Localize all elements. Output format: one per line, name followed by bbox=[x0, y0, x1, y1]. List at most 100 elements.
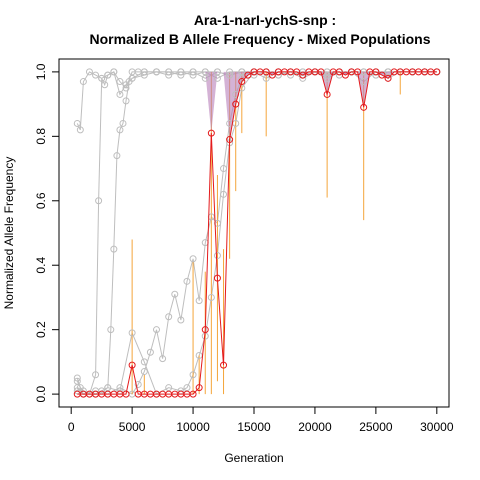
background-point-5-15 bbox=[207, 293, 215, 301]
y-axis: 0.0 0.2 0.4 0.6 0.8 1.0 bbox=[34, 63, 60, 402]
background-series-line-3 bbox=[76, 71, 437, 395]
background-point-4-32 bbox=[323, 71, 331, 79]
focus-point-28 bbox=[238, 78, 246, 86]
y-tick-label-2: 0.2 bbox=[34, 321, 48, 338]
focus-point-37 bbox=[293, 68, 301, 76]
background-point-3-16 bbox=[165, 71, 173, 79]
background-point-2-8 bbox=[101, 81, 109, 89]
chart-title-line-2: Normalized B Allele Frequency - Mixed Po… bbox=[90, 31, 431, 47]
background-point-5-1 bbox=[73, 387, 81, 395]
focus-series-line bbox=[77, 71, 437, 395]
background-point-2-6 bbox=[95, 197, 103, 205]
background-point-2-11 bbox=[116, 90, 124, 98]
focus-point-52 bbox=[384, 74, 392, 82]
x-tick-label-4: 15000 bbox=[237, 420, 271, 434]
background-point-4-15 bbox=[183, 277, 191, 285]
focus-point-51 bbox=[378, 71, 386, 79]
background-point-3-11 bbox=[122, 97, 130, 105]
background-point-4-8 bbox=[140, 368, 148, 376]
focus-point-41 bbox=[317, 68, 325, 76]
background-point-4-13 bbox=[171, 290, 179, 298]
background-point-4-9 bbox=[146, 348, 154, 356]
y-tick-label-1: 0.0 bbox=[34, 385, 48, 402]
background-point-1-9 bbox=[116, 78, 124, 86]
x-axis: 0 5000 10000 15000 20000 25000 30000 bbox=[68, 406, 454, 434]
background-point-3-8 bbox=[113, 152, 121, 160]
background-point-4-21 bbox=[220, 165, 228, 173]
focus-point-48 bbox=[360, 103, 368, 111]
background-point-4-20 bbox=[213, 219, 221, 227]
x-tick-label-6: 25000 bbox=[359, 420, 393, 434]
y-tick-label-6: 1.0 bbox=[34, 63, 48, 80]
x-axis-label: Generation bbox=[224, 451, 283, 465]
focus-point-25 bbox=[220, 361, 228, 369]
y-axis-label: Normalized Allele Frequency bbox=[2, 157, 16, 310]
background-point-1-10 bbox=[122, 84, 130, 92]
background-point-3-9 bbox=[116, 126, 124, 134]
background-point-2-21 bbox=[226, 71, 234, 79]
focus-point-44 bbox=[335, 68, 343, 76]
background-point-5-12 bbox=[189, 371, 197, 379]
background-point-1-16 bbox=[177, 71, 185, 79]
background-series-line-2 bbox=[76, 71, 437, 395]
background-point-4-17 bbox=[195, 297, 203, 305]
focus-point-33 bbox=[268, 71, 276, 79]
background-point-2-5 bbox=[92, 371, 100, 379]
background-point-5-17 bbox=[220, 190, 228, 198]
focus-difference-fill bbox=[77, 71, 437, 140]
background-point-1-2 bbox=[76, 126, 84, 134]
background-point-3-7 bbox=[110, 245, 118, 253]
background-series-line-4 bbox=[76, 71, 437, 395]
background-point-3-15 bbox=[153, 68, 160, 76]
background-point-3-10 bbox=[119, 119, 127, 127]
background-point-5-27 bbox=[323, 74, 331, 82]
background-point-4-7 bbox=[134, 380, 142, 388]
focus-point-9 bbox=[122, 390, 130, 398]
plot-content bbox=[73, 68, 441, 398]
focus-point-21 bbox=[195, 384, 203, 392]
background-series-line-5 bbox=[77, 71, 437, 395]
focus-point-45 bbox=[341, 71, 349, 79]
background-point-3-6 bbox=[107, 326, 115, 334]
background-point-3-20 bbox=[213, 74, 221, 82]
plot-frame bbox=[58, 58, 450, 408]
background-point-2-14 bbox=[140, 71, 148, 79]
focus-point-60 bbox=[433, 68, 441, 76]
background-point-3-19 bbox=[201, 68, 209, 76]
focus-point-23 bbox=[207, 129, 215, 137]
background-point-1-5 bbox=[92, 71, 100, 79]
y-tick-label-3: 0.4 bbox=[34, 257, 48, 274]
focus-point-22 bbox=[201, 326, 209, 334]
background-point-5-16 bbox=[213, 252, 221, 260]
focus-point-10 bbox=[128, 361, 136, 369]
background-point-2-9 bbox=[104, 71, 112, 79]
x-tick-label-2: 5000 bbox=[119, 420, 146, 434]
background-point-2-10 bbox=[110, 68, 118, 76]
x-tick-label-1: 0 bbox=[68, 420, 75, 434]
chart-title-line-1: Ara-1-narI-ychS-snp : bbox=[194, 12, 336, 28]
focus-point-38 bbox=[299, 71, 307, 79]
background-point-3-21 bbox=[226, 68, 234, 76]
focus-point-50 bbox=[372, 68, 380, 76]
background-series-line-1 bbox=[76, 71, 437, 131]
focus-point-20 bbox=[189, 390, 197, 398]
background-point-1-1 bbox=[73, 119, 81, 127]
focus-point-32 bbox=[262, 68, 270, 76]
background-point-1-4 bbox=[85, 68, 93, 76]
background-point-4-16 bbox=[189, 255, 197, 263]
x-tick-label-3: 10000 bbox=[176, 420, 210, 434]
background-point-2-7 bbox=[98, 74, 106, 82]
focus-point-47 bbox=[354, 68, 362, 76]
background-point-2-16 bbox=[165, 68, 173, 76]
background-point-5-7 bbox=[140, 358, 148, 366]
background-point-5-30 bbox=[360, 78, 368, 86]
y-tick-label-4: 0.6 bbox=[34, 192, 48, 209]
background-point-3-18 bbox=[189, 68, 197, 76]
background-point-1-3 bbox=[79, 78, 87, 86]
background-point-4-14 bbox=[177, 316, 185, 324]
background-point-5-6 bbox=[128, 329, 136, 337]
background-point-3-17 bbox=[177, 68, 185, 76]
background-point-4-12 bbox=[165, 313, 173, 321]
x-tick-label-5: 20000 bbox=[298, 420, 332, 434]
background-point-2-18 bbox=[189, 71, 197, 79]
